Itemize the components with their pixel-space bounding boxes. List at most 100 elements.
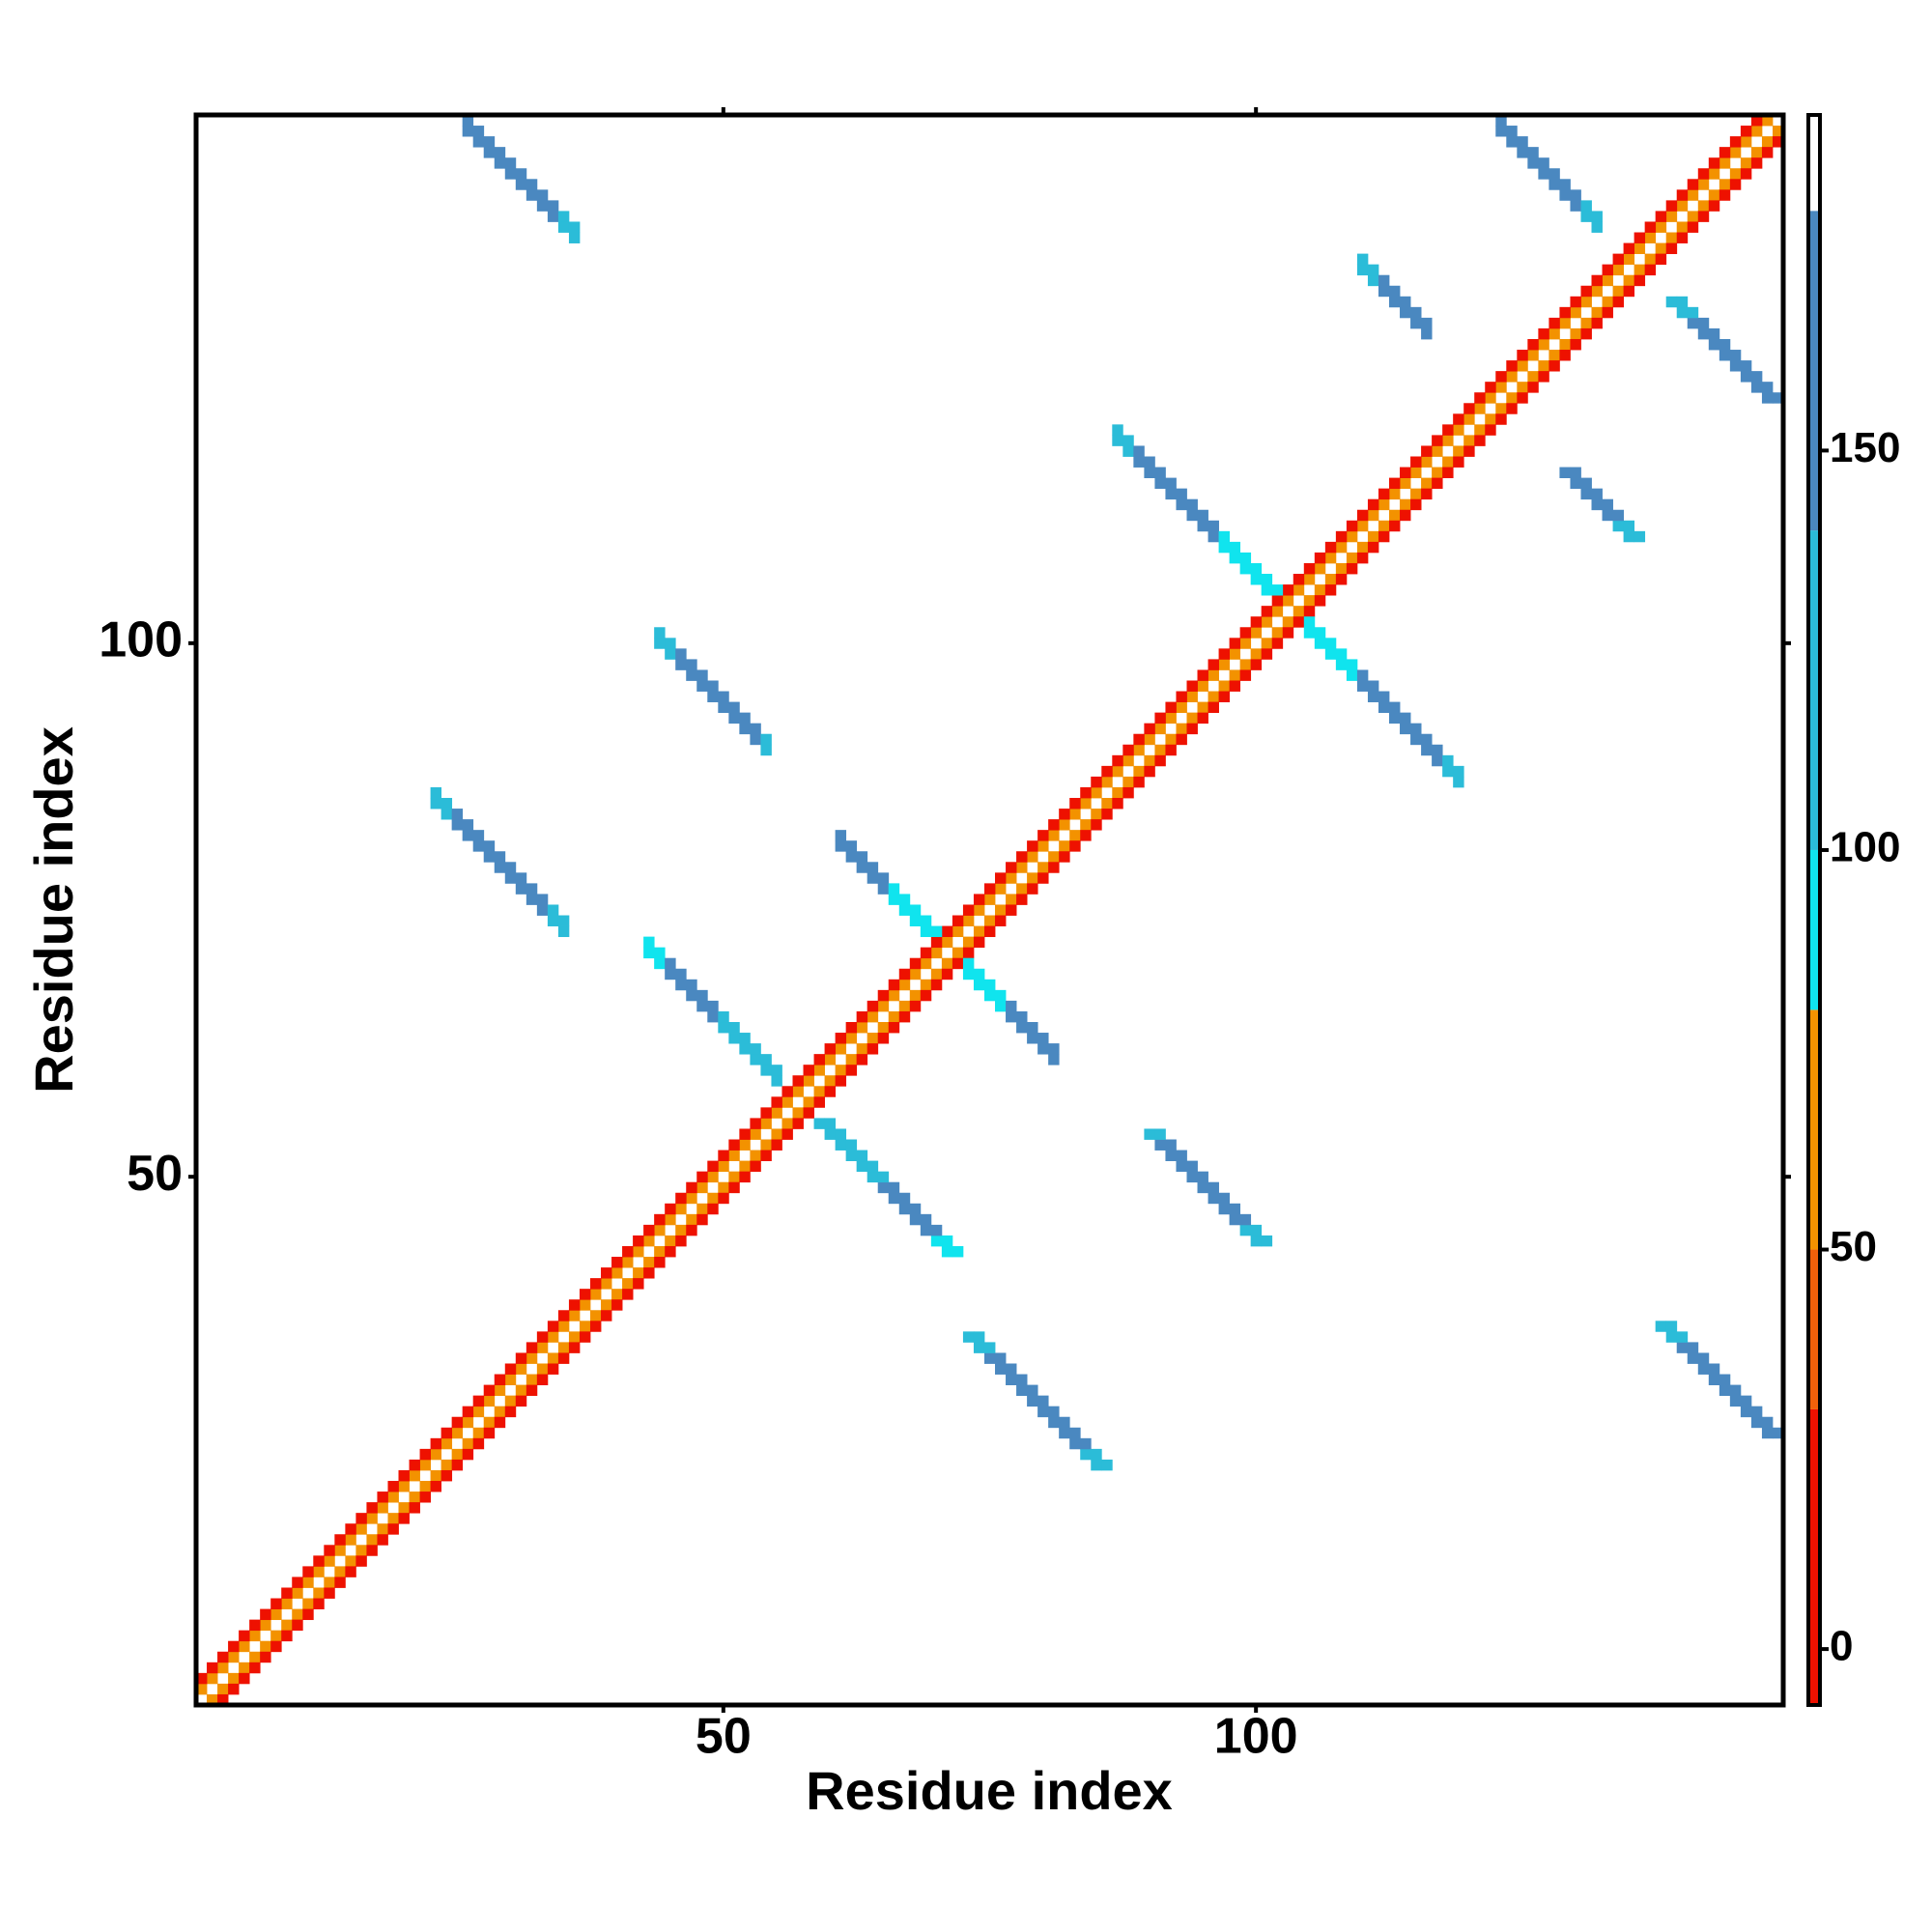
cell bbox=[1761, 392, 1774, 404]
cell bbox=[888, 979, 900, 991]
cell bbox=[1261, 574, 1273, 585]
cell bbox=[515, 1395, 527, 1407]
cell bbox=[877, 883, 890, 895]
cell bbox=[1665, 296, 1678, 308]
cell bbox=[739, 1043, 751, 1055]
x-tick-label: 100 bbox=[1214, 1709, 1298, 1765]
cell bbox=[952, 925, 964, 938]
cell bbox=[1229, 552, 1241, 564]
cell bbox=[355, 1545, 367, 1556]
cell bbox=[1634, 232, 1646, 243]
cell bbox=[792, 1075, 804, 1087]
cell bbox=[483, 147, 496, 158]
cell bbox=[1367, 530, 1379, 543]
cell bbox=[472, 126, 485, 137]
cell bbox=[718, 691, 729, 702]
cell bbox=[835, 1075, 847, 1087]
cell bbox=[1059, 1427, 1070, 1439]
cell bbox=[983, 989, 996, 1002]
cell bbox=[973, 979, 985, 991]
cell bbox=[622, 1278, 634, 1290]
cell bbox=[1293, 584, 1305, 596]
cell bbox=[1506, 360, 1518, 372]
cell bbox=[1495, 382, 1507, 393]
colorbar-band bbox=[1808, 1009, 1820, 1250]
cell bbox=[707, 680, 719, 692]
cell bbox=[995, 883, 1007, 895]
cell bbox=[1421, 477, 1433, 490]
cell bbox=[1218, 659, 1231, 670]
cell bbox=[1697, 317, 1710, 329]
cell bbox=[1750, 1406, 1763, 1418]
cell bbox=[430, 1469, 442, 1482]
cell bbox=[1165, 744, 1177, 756]
cell bbox=[249, 1619, 261, 1632]
cell bbox=[760, 1054, 772, 1065]
cell bbox=[1282, 584, 1294, 596]
cell bbox=[504, 1395, 517, 1407]
cell bbox=[504, 168, 517, 180]
cell bbox=[1303, 574, 1316, 585]
cell bbox=[313, 1587, 325, 1599]
cell bbox=[419, 1492, 431, 1503]
cell bbox=[334, 1545, 346, 1556]
cell bbox=[1027, 1033, 1038, 1044]
cell bbox=[579, 1289, 591, 1300]
cell bbox=[1740, 1406, 1752, 1418]
cell bbox=[1719, 147, 1731, 158]
cell bbox=[643, 1257, 655, 1268]
cell bbox=[1548, 179, 1560, 190]
cell bbox=[1250, 616, 1263, 628]
cell bbox=[1602, 296, 1613, 308]
cell bbox=[1356, 680, 1369, 692]
cell bbox=[654, 1224, 666, 1236]
cell bbox=[856, 1021, 868, 1034]
cell bbox=[1612, 264, 1624, 276]
cell bbox=[536, 1363, 549, 1375]
cell bbox=[1208, 530, 1219, 543]
cell bbox=[1261, 638, 1273, 649]
cell bbox=[1144, 467, 1155, 478]
cell bbox=[483, 1416, 496, 1429]
cell bbox=[1538, 157, 1549, 169]
cell bbox=[1356, 669, 1369, 681]
cell bbox=[1335, 574, 1348, 585]
cell bbox=[228, 1640, 240, 1653]
cell bbox=[568, 221, 581, 233]
cell bbox=[313, 1555, 325, 1567]
cell bbox=[622, 1245, 634, 1258]
cell bbox=[409, 1459, 420, 1471]
cell bbox=[1421, 744, 1433, 756]
cell bbox=[462, 1437, 474, 1450]
cell bbox=[526, 179, 538, 190]
axes: 50 100 50 100 0 50 100 150 bbox=[99, 107, 1900, 1765]
cell bbox=[1591, 285, 1603, 298]
cell bbox=[1676, 296, 1689, 308]
cell bbox=[856, 1150, 868, 1162]
cell bbox=[334, 1566, 346, 1577]
cell bbox=[462, 830, 474, 841]
cell bbox=[387, 1523, 399, 1535]
cell bbox=[430, 1481, 442, 1492]
cell bbox=[1400, 477, 1411, 490]
cell bbox=[1591, 211, 1603, 222]
cell bbox=[504, 157, 517, 169]
cell bbox=[1122, 776, 1134, 788]
cell bbox=[962, 915, 975, 926]
cell bbox=[228, 1672, 240, 1685]
cell bbox=[377, 1534, 388, 1546]
cell bbox=[1367, 541, 1379, 554]
cell bbox=[1154, 723, 1166, 735]
cell bbox=[589, 1289, 602, 1300]
cell bbox=[995, 1352, 1007, 1364]
cell bbox=[771, 1065, 782, 1076]
cell bbox=[1069, 798, 1081, 810]
cell bbox=[1122, 744, 1134, 756]
cell bbox=[1517, 147, 1528, 158]
cell bbox=[1091, 809, 1102, 820]
cell bbox=[824, 1043, 837, 1055]
cell bbox=[1048, 1416, 1060, 1429]
cell bbox=[781, 1086, 793, 1097]
cell bbox=[472, 830, 485, 841]
cell bbox=[1112, 435, 1123, 446]
